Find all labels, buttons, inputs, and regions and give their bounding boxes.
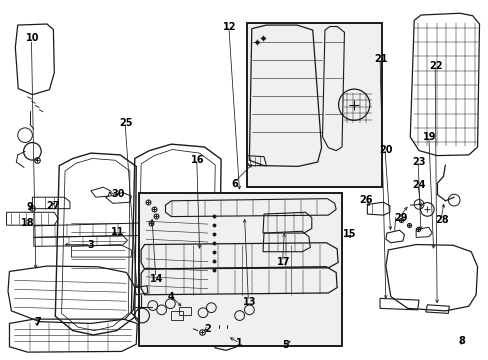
Text: 28: 28 [434, 215, 448, 225]
Text: 21: 21 [373, 54, 387, 64]
Text: 14: 14 [150, 274, 163, 284]
Text: 29: 29 [393, 213, 407, 222]
Text: 11: 11 [111, 227, 124, 237]
Text: 22: 22 [428, 61, 442, 71]
Text: 4: 4 [168, 292, 174, 302]
Text: 2: 2 [204, 324, 211, 334]
Bar [139, 193, 341, 346]
Text: 3: 3 [87, 239, 94, 249]
Text: 24: 24 [411, 180, 425, 190]
Text: 30: 30 [111, 189, 124, 199]
Text: 16: 16 [191, 155, 204, 165]
Bar [246, 23, 382, 187]
Text: 7: 7 [34, 317, 41, 327]
Text: 19: 19 [422, 132, 436, 142]
Text: 15: 15 [342, 229, 355, 239]
Text: 12: 12 [223, 22, 236, 32]
Text: 6: 6 [231, 179, 238, 189]
Text: 8: 8 [457, 336, 464, 346]
Text: 5: 5 [282, 340, 289, 350]
Text: 23: 23 [411, 157, 425, 167]
Text: 17: 17 [276, 257, 290, 267]
Text: 26: 26 [359, 195, 372, 205]
Text: 18: 18 [20, 218, 34, 228]
Text: 10: 10 [25, 33, 39, 43]
Text: 25: 25 [120, 118, 133, 128]
Text: 9: 9 [26, 202, 33, 212]
Text: 27: 27 [46, 201, 60, 211]
Text: 20: 20 [378, 144, 392, 154]
Bar [139, 193, 341, 346]
Text: 13: 13 [242, 297, 256, 307]
Text: 1: 1 [236, 338, 243, 348]
Bar [246, 23, 382, 187]
